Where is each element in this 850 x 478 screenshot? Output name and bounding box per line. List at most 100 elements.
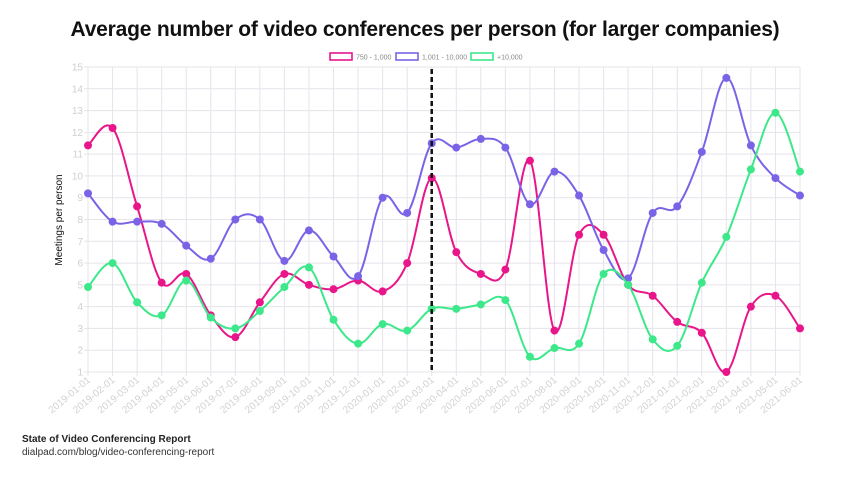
data-point[interactable] (329, 285, 338, 294)
data-point[interactable] (697, 147, 706, 156)
legend-item-1[interactable]: 1,001 - 10,000 (395, 52, 467, 62)
data-point[interactable] (673, 202, 682, 211)
data-point[interactable] (427, 304, 436, 313)
data-point[interactable] (501, 265, 510, 274)
data-point[interactable] (648, 335, 657, 344)
data-point[interactable] (329, 252, 338, 261)
data-point[interactable] (525, 156, 534, 165)
data-point[interactable] (550, 326, 559, 335)
data-point[interactable] (575, 191, 584, 200)
data-point[interactable] (84, 283, 92, 292)
data-point[interactable] (280, 269, 289, 278)
legend-swatch (395, 52, 419, 61)
data-point[interactable] (673, 341, 682, 350)
data-point[interactable] (796, 191, 804, 200)
data-point[interactable] (796, 167, 804, 176)
data-point[interactable] (133, 217, 142, 226)
data-point[interactable] (182, 276, 191, 285)
data-point[interactable] (501, 296, 510, 305)
data-point[interactable] (624, 274, 633, 283)
data-point[interactable] (599, 269, 608, 278)
data-point[interactable] (206, 313, 215, 322)
data-point[interactable] (648, 208, 657, 217)
data-point[interactable] (304, 280, 313, 289)
data-point[interactable] (157, 219, 166, 228)
data-point[interactable] (452, 248, 461, 257)
data-point[interactable] (697, 328, 706, 337)
data-point[interactable] (231, 333, 240, 342)
y-tick-label: 14 (72, 84, 84, 95)
data-point[interactable] (231, 324, 240, 333)
data-point[interactable] (599, 230, 608, 239)
data-point[interactable] (354, 272, 363, 281)
series-line (87, 124, 801, 374)
data-point[interactable] (354, 339, 363, 348)
data-point[interactable] (501, 143, 510, 152)
data-point[interactable] (280, 256, 289, 265)
data-point[interactable] (304, 263, 313, 272)
chart-legend: 750 - 1,000 1,001 - 10,000 +10,000 (329, 52, 523, 62)
data-point[interactable] (722, 368, 731, 376)
data-point[interactable] (575, 339, 584, 348)
data-point[interactable] (378, 287, 387, 296)
data-point[interactable] (182, 269, 191, 278)
series-2 (84, 108, 804, 361)
data-point[interactable] (84, 141, 92, 150)
data-point[interactable] (452, 143, 461, 152)
data-point[interactable] (133, 202, 142, 211)
data-point[interactable] (525, 200, 534, 209)
data-point[interactable] (452, 304, 461, 313)
data-point[interactable] (427, 174, 436, 183)
data-point[interactable] (108, 124, 117, 132)
data-point[interactable] (378, 193, 387, 202)
data-point[interactable] (476, 269, 485, 278)
data-point[interactable] (648, 291, 657, 300)
data-point[interactable] (133, 298, 142, 307)
data-point[interactable] (796, 324, 804, 333)
data-point[interactable] (599, 246, 608, 254)
data-point[interactable] (673, 317, 682, 326)
data-point[interactable] (746, 141, 755, 150)
data-point[interactable] (329, 315, 338, 324)
data-point[interactable] (746, 165, 755, 174)
legend-swatch (329, 52, 353, 61)
data-point[interactable] (722, 73, 731, 82)
data-point[interactable] (403, 326, 412, 335)
legend-item-0[interactable]: 750 - 1,000 (329, 52, 392, 62)
data-point[interactable] (157, 278, 166, 287)
data-point[interactable] (550, 167, 559, 176)
data-point[interactable] (84, 189, 92, 198)
data-point[interactable] (697, 278, 706, 287)
data-point[interactable] (403, 208, 412, 217)
data-point[interactable] (575, 230, 584, 239)
data-point[interactable] (182, 241, 191, 250)
data-point[interactable] (771, 174, 780, 183)
data-point[interactable] (476, 134, 485, 143)
data-point[interactable] (624, 280, 633, 289)
data-point[interactable] (255, 298, 264, 307)
data-point[interactable] (476, 300, 485, 309)
data-point[interactable] (206, 254, 215, 263)
data-point[interactable] (403, 259, 412, 268)
data-point[interactable] (231, 215, 240, 224)
data-point[interactable] (746, 302, 755, 311)
data-point[interactable] (771, 291, 780, 300)
data-point[interactable] (255, 215, 264, 224)
legend-item-2[interactable]: +10,000 (470, 52, 523, 62)
data-point[interactable] (108, 217, 117, 226)
data-point[interactable] (280, 283, 289, 292)
data-point[interactable] (157, 311, 166, 320)
data-point[interactable] (722, 232, 731, 241)
data-point[interactable] (255, 307, 264, 315)
data-point[interactable] (525, 352, 534, 361)
y-tick-label: 11 (73, 150, 84, 161)
data-point[interactable] (108, 259, 117, 268)
data-point[interactable] (771, 108, 780, 117)
data-point[interactable] (304, 226, 313, 235)
y-tick-label: 12 (72, 128, 84, 139)
series-0 (84, 124, 804, 376)
data-point[interactable] (550, 344, 559, 353)
y-tick-label: 6 (77, 259, 83, 270)
data-point[interactable] (378, 320, 387, 329)
